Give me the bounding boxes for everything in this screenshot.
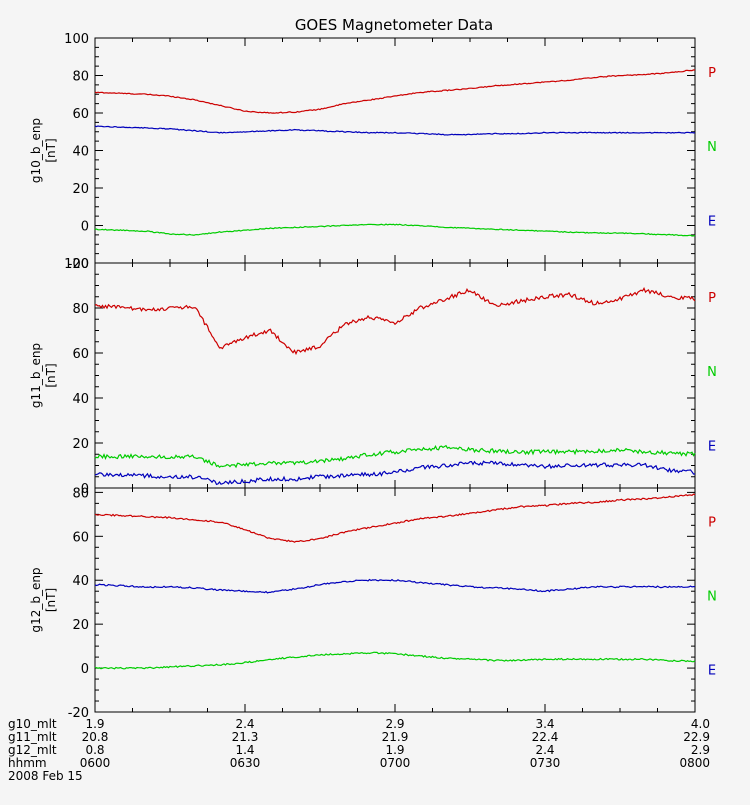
- row-label: g10_mlt: [8, 717, 57, 731]
- legend-label-P: P: [708, 66, 716, 81]
- legend-label-E: E: [708, 663, 716, 678]
- y-axis-unit: [nT]: [44, 588, 58, 612]
- y-axis-unit: [nT]: [44, 138, 58, 162]
- y-tick-label: 20: [72, 618, 89, 633]
- y-tick-label: 20: [72, 437, 89, 452]
- row-value: 0.8: [85, 743, 104, 757]
- row-value: 3.4: [535, 717, 554, 731]
- row-value: 20.8: [82, 730, 109, 744]
- y-tick-label: 60: [72, 347, 89, 362]
- row-value: 21.9: [382, 730, 409, 744]
- series-line-P: [94, 69, 696, 114]
- legend-label-E: E: [708, 439, 716, 454]
- series-line-E: [94, 223, 696, 237]
- legend-label-P: P: [708, 516, 716, 531]
- y-tick-label: 100: [64, 32, 89, 47]
- y-tick-label: 60: [72, 107, 89, 122]
- series-line-N: [94, 578, 695, 594]
- y-axis-label: g12_b_enp: [29, 567, 43, 632]
- y-tick-label: -20: [68, 706, 89, 721]
- row-value: 2.9: [691, 743, 710, 757]
- y-tick-label: 80: [72, 486, 89, 501]
- row-value: 4.0: [691, 717, 710, 731]
- y-tick-label: 0: [81, 662, 89, 677]
- y-axis-label: g11_b_enp: [29, 343, 43, 408]
- y-tick-label: 0: [81, 220, 89, 235]
- series-line-P: [94, 287, 696, 356]
- bottom-axis-table: g10_mlt 1.9 2.4 2.9 3.4 4.0 g11_mlt 20.8 21.3 21.…: [8, 717, 710, 783]
- y-tick-label: 40: [72, 574, 89, 589]
- series-line-E: [94, 651, 696, 670]
- row-value: 1.4: [235, 743, 254, 757]
- y-tick-label: 100: [64, 257, 89, 272]
- y-tick-label: 0: [81, 482, 89, 497]
- row-value: 22.4: [532, 730, 559, 744]
- row-value: 0800: [679, 756, 710, 770]
- row-label: g11_mlt: [8, 730, 57, 744]
- y-axis-label: g10_b_enp: [29, 118, 43, 183]
- y-axis-unit: [nT]: [44, 363, 58, 387]
- y-tick-label: 80: [72, 70, 89, 85]
- series-line-P: [94, 493, 696, 543]
- row-value: 2.4: [535, 743, 554, 757]
- row-value: 22.9: [683, 730, 710, 744]
- plot-frame: [94, 487, 696, 713]
- chart-title: GOES Magnetometer Data: [295, 16, 493, 34]
- legend-label-N: N: [707, 590, 717, 605]
- series-line-N: [94, 125, 695, 136]
- y-tick-label: 60: [72, 530, 89, 545]
- panel-3: -20 0 20 40 60 80 g12_b_enp [nT] P N E: [29, 486, 717, 721]
- row-value: 0700: [380, 756, 411, 770]
- legend-label-N: N: [707, 140, 717, 155]
- legend-label-E: E: [708, 214, 716, 229]
- row-value: 1.9: [385, 743, 404, 757]
- row-value: 0730: [530, 756, 561, 770]
- y-tick-label: -20: [68, 257, 89, 272]
- row-label: g12_mlt: [8, 743, 57, 757]
- row-value: 1.9: [85, 717, 104, 731]
- y-tick-label: 40: [72, 392, 89, 407]
- row-value: 0600: [80, 756, 111, 770]
- row-label: hhmm: [8, 756, 47, 770]
- y-tick-label: 40: [72, 145, 89, 160]
- date-label: 2008 Feb 15: [8, 769, 83, 783]
- panel-2: 0 20 40 60 80 100 g11_b_enp [nT] P N E: [29, 257, 717, 497]
- legend-label-P: P: [708, 291, 716, 306]
- row-value: 0630: [230, 756, 261, 770]
- panel-1: -20 0 20 40 60 80 100 g10_b_enp [nT] P N E: [29, 32, 717, 272]
- plot-frame: [94, 37, 696, 264]
- y-tick-label: 20: [72, 182, 89, 197]
- y-tick-label: 80: [72, 302, 89, 317]
- series-line-N: [94, 460, 695, 486]
- row-value: 2.4: [235, 717, 254, 731]
- legend-label-N: N: [707, 365, 717, 380]
- row-value: 2.9: [385, 717, 404, 731]
- row-value: 21.3: [232, 730, 259, 744]
- series-line-E: [94, 444, 696, 469]
